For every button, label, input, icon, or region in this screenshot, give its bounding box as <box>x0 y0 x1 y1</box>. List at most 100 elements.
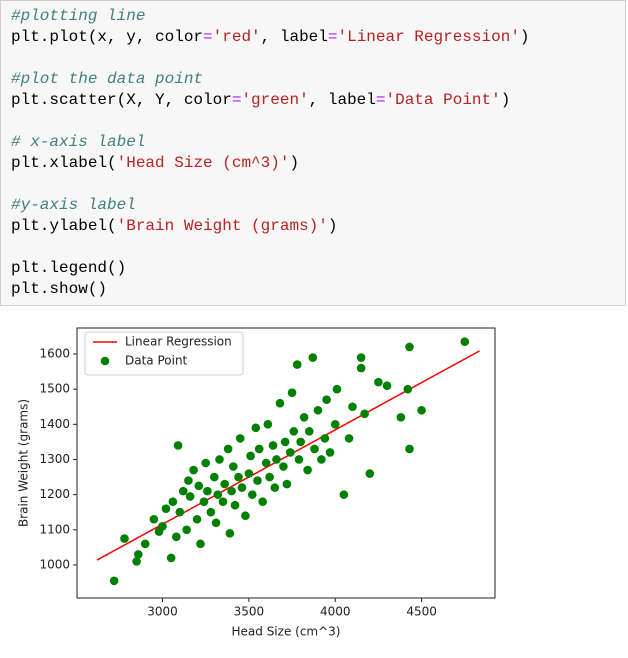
data-point <box>248 490 257 499</box>
data-point <box>161 504 171 514</box>
data-point <box>279 462 288 471</box>
code-token: , label <box>308 91 376 109</box>
code-token: plt.scatter(X, Y, color <box>11 91 232 109</box>
data-point <box>265 472 274 482</box>
data-point <box>374 377 383 387</box>
data-point <box>313 405 323 415</box>
code-line: plt.show() <box>11 279 615 300</box>
data-point <box>268 441 278 450</box>
code-token: 'Linear Regression' <box>337 28 520 46</box>
legend-label: Data Point <box>125 354 188 368</box>
x-tick-label: 3000 <box>147 605 178 619</box>
code-token: # x-axis label <box>11 133 146 151</box>
data-point <box>275 398 285 408</box>
data-point <box>325 448 335 457</box>
data-point <box>192 514 202 524</box>
data-point <box>120 534 129 543</box>
x-tick-label: 3500 <box>234 605 265 619</box>
data-point <box>289 427 299 436</box>
data-point <box>305 427 314 436</box>
data-point <box>396 412 406 422</box>
y-tick-label: 1500 <box>39 382 70 396</box>
code-line: #plotting line <box>11 6 615 27</box>
code-token: plt.legend() <box>11 259 127 277</box>
data-point <box>382 381 392 390</box>
legend-box <box>84 331 244 376</box>
code-token: = <box>327 28 338 46</box>
data-point <box>201 458 210 468</box>
data-point <box>173 441 183 450</box>
data-point <box>223 444 233 454</box>
data-point <box>308 353 318 362</box>
data-point <box>227 486 236 496</box>
data-point <box>292 360 302 369</box>
data-point <box>254 444 264 454</box>
code-line <box>11 111 615 132</box>
data-point <box>246 451 255 461</box>
data-point <box>261 458 271 468</box>
data-point <box>166 553 176 563</box>
data-point <box>172 532 181 542</box>
code-token: plt.ylabel( <box>11 217 117 235</box>
code-token: , label <box>260 28 328 46</box>
y-tick-label: 1200 <box>39 487 70 501</box>
code-line: #plot the data point <box>11 69 615 90</box>
data-point <box>332 384 342 394</box>
data-point <box>235 434 245 443</box>
code-line: # x-axis label <box>11 132 615 153</box>
data-point <box>211 518 221 528</box>
code-line: plt.xlabel('Head Size (cm^3)') <box>11 153 615 174</box>
data-point <box>296 437 305 447</box>
code-token: ) <box>327 217 338 235</box>
data-point <box>253 476 262 485</box>
data-point <box>213 490 223 499</box>
data-point <box>310 444 319 454</box>
chart: Head Size (cm^3) Brain Weight (grams) 30… <box>17 327 496 639</box>
data-point <box>206 507 216 517</box>
data-point <box>149 514 159 524</box>
code-line: plt.plot(x, y, color='red', label='Linea… <box>11 27 615 48</box>
data-point <box>109 576 119 586</box>
data-point <box>218 497 228 506</box>
data-point <box>199 497 209 506</box>
data-point <box>317 455 326 464</box>
data-point <box>134 550 143 559</box>
data-point <box>178 486 188 496</box>
code-line: #y-axis label <box>11 195 615 216</box>
data-point <box>270 483 280 492</box>
data-point <box>158 521 167 531</box>
data-point <box>132 557 141 566</box>
code-line <box>11 48 615 69</box>
data-point <box>339 490 349 499</box>
data-point <box>322 395 331 405</box>
code-line: plt.scatter(X, Y, color='green', label='… <box>11 90 615 111</box>
code-token: #y-axis label <box>11 196 136 214</box>
data-point <box>203 486 212 496</box>
data-point <box>356 353 366 362</box>
y-tick-label: 1600 <box>39 347 70 361</box>
data-point <box>244 469 254 478</box>
y-tick-label: 1400 <box>39 417 70 431</box>
data-point <box>185 492 195 501</box>
plot-frame <box>76 327 496 599</box>
data-point <box>220 479 229 489</box>
code-token: = <box>231 91 242 109</box>
legend-label: Linear Regression <box>125 335 232 349</box>
data-point <box>330 420 340 429</box>
data-point <box>184 476 193 485</box>
y-axis-label: Brain Weight (grams) <box>17 399 31 527</box>
code-token: = <box>203 28 213 46</box>
data-point <box>168 497 178 506</box>
x-axis-label: Head Size (cm^3) <box>232 625 341 639</box>
data-point <box>196 539 205 549</box>
code-token: ) <box>289 154 300 172</box>
data-point <box>280 437 290 447</box>
code-token: plt.show() <box>11 280 108 298</box>
code-token: #plotting line <box>11 7 146 25</box>
x-tick-label: 4000 <box>320 605 351 619</box>
data-point <box>299 412 309 422</box>
data-point <box>405 444 414 454</box>
data-point <box>182 525 191 535</box>
data-point <box>194 481 204 491</box>
data-point <box>230 500 240 510</box>
